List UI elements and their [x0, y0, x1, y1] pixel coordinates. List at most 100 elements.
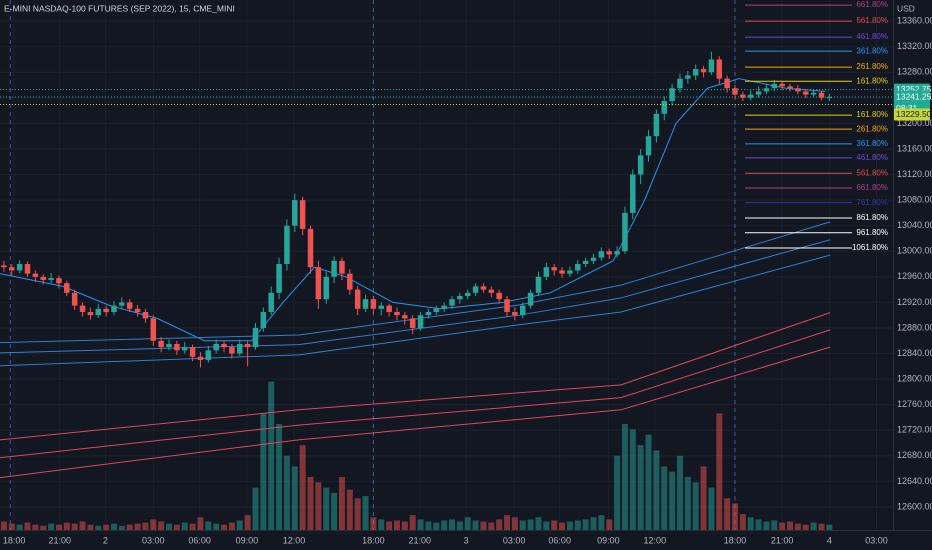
fib-label: 161.80%	[856, 110, 888, 119]
volume-bar	[511, 517, 518, 530]
volume-bar	[338, 477, 345, 530]
volume-bar	[708, 487, 715, 530]
volume-bar	[574, 520, 581, 530]
fib-label: 261.80%	[856, 124, 888, 133]
candle-body	[504, 299, 510, 312]
overlay-line	[0, 329, 831, 459]
volume-bar	[213, 523, 220, 530]
candle-body	[653, 113, 660, 137]
candle-body	[409, 318, 416, 328]
candle-body	[221, 343, 227, 348]
fib-label: 361.80%	[856, 139, 888, 148]
volume-bar	[87, 524, 94, 530]
y-tick-label: 12600.00	[897, 501, 932, 511]
volume-bar	[205, 521, 212, 530]
volume-bar	[692, 482, 699, 530]
candle-body	[370, 299, 377, 309]
volume-bar	[739, 514, 746, 530]
volume-bar	[724, 498, 731, 530]
candle-body	[535, 276, 542, 293]
candle-body	[174, 343, 180, 351]
candle-body	[567, 270, 573, 274]
volume-bar	[299, 445, 306, 530]
candle-body	[677, 78, 683, 89]
volume-bar	[189, 523, 196, 530]
volume-bar	[676, 455, 683, 530]
candle-body	[284, 225, 290, 265]
candle-body	[425, 311, 432, 316]
volume-bar	[504, 515, 511, 530]
volume-bar	[386, 521, 393, 530]
candle-body	[449, 299, 455, 306]
volume-bar	[118, 525, 125, 530]
candle-body	[787, 86, 793, 89]
fib-label: 461.80%	[856, 153, 888, 162]
price-badge	[894, 91, 930, 104]
volume-bar	[48, 523, 55, 530]
candle-body	[237, 343, 243, 354]
volume-bar	[425, 521, 432, 530]
volume-bar	[24, 522, 31, 530]
volume-bar	[378, 519, 385, 530]
candle-body	[354, 289, 361, 309]
volume-bar	[354, 498, 361, 530]
volume-bar	[794, 523, 801, 530]
volume-bar	[283, 455, 290, 530]
candle-body	[134, 308, 141, 312]
volume-bar	[441, 520, 448, 530]
x-tick-label: 09:00	[597, 535, 620, 545]
candle-body	[527, 292, 534, 306]
volume-bar	[276, 424, 283, 530]
candle-body	[606, 251, 612, 255]
candle-body	[457, 296, 463, 300]
volume-bar	[661, 466, 668, 530]
volume-bar	[323, 487, 330, 530]
candle-body	[56, 278, 62, 284]
candle-body	[795, 88, 801, 92]
x-tick-label: 06:00	[548, 535, 571, 545]
volume-bar	[134, 523, 141, 530]
volume-bar	[252, 487, 259, 530]
axes: 13360.0013320.0013280.0013240.0013200.00…	[0, 15, 932, 545]
candle-body	[810, 92, 817, 95]
candle-body	[276, 264, 282, 293]
volume-bar	[590, 517, 597, 530]
volume-bar	[684, 477, 691, 530]
price-badge-label: 13229.50	[896, 109, 932, 119]
volume-bar	[409, 515, 416, 530]
candle-body	[213, 343, 219, 351]
fib-label: 1061.80%	[852, 243, 888, 252]
volume-bar	[362, 496, 369, 530]
volume-bar	[63, 522, 70, 530]
fib-label: 261.80%	[856, 62, 888, 71]
candle-body	[637, 155, 644, 175]
volume-bar	[173, 524, 180, 530]
candle-body	[9, 267, 15, 271]
volume-bar	[535, 517, 542, 530]
volume-bar	[598, 515, 605, 530]
x-tick-label: 18:00	[362, 535, 385, 545]
candle-body	[339, 260, 345, 274]
volume-bar	[582, 519, 589, 530]
y-tick-label: 13320.00	[897, 41, 932, 51]
candle-body	[732, 88, 738, 95]
volume-bar	[496, 519, 503, 530]
candle-body	[347, 273, 353, 290]
candle-body	[496, 292, 502, 300]
candle-body	[755, 91, 762, 95]
fib-label: 661.80%	[856, 0, 888, 9]
volume-bar	[268, 381, 275, 530]
candle-body	[244, 343, 251, 348]
volume-bar	[433, 522, 440, 530]
volume-bar	[456, 521, 463, 530]
volume-bar	[32, 524, 39, 530]
volume-bar	[464, 517, 471, 530]
candle-body	[181, 347, 188, 351]
fib-levels: 661.80% 561.80% 461.80% 361.80% 261.80% 161.8…	[745, 0, 888, 252]
volume-bar	[826, 524, 833, 530]
x-tick-label: 3	[464, 535, 469, 545]
overlay-line	[0, 78, 826, 342]
x-tick-label: 21:00	[48, 535, 71, 545]
volume-bar	[150, 519, 157, 530]
x-tick-label: 2	[103, 535, 108, 545]
